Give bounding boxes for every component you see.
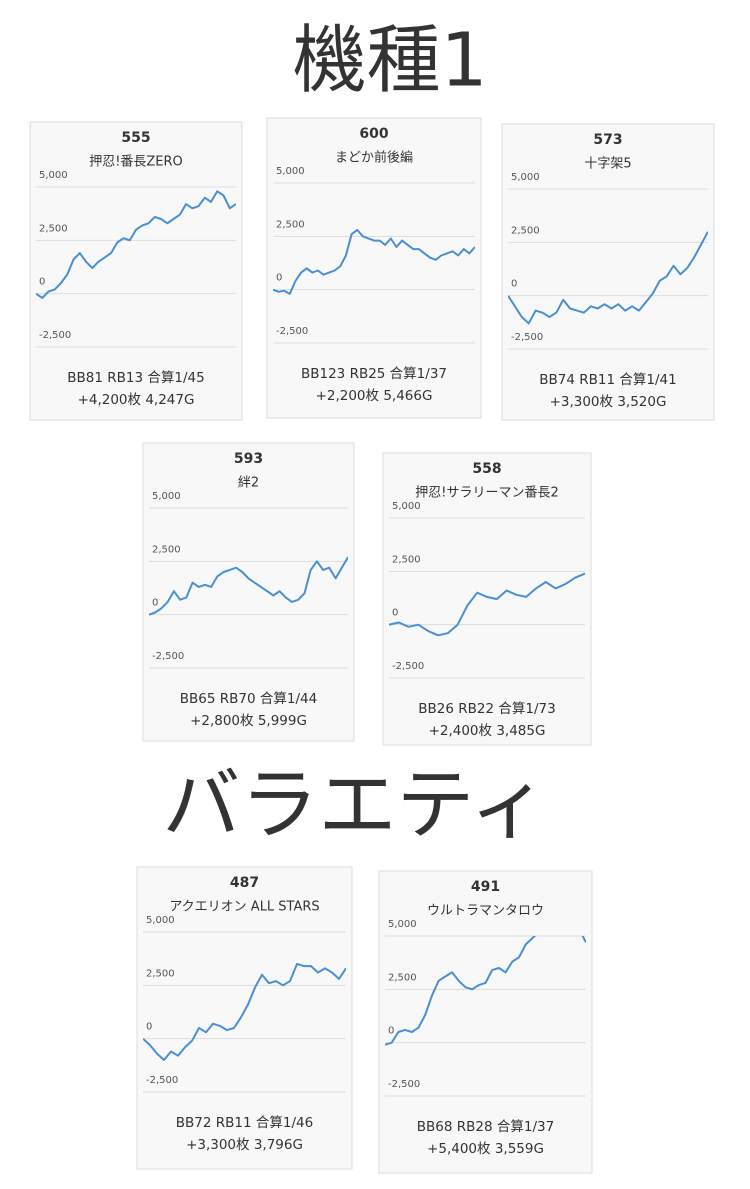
- chart-card: 555 押忍!番長ZERO 5,000 2,500 0 -2,500 BB81 RB13 合…: [29, 121, 243, 421]
- y-tick-label: -2,500: [392, 661, 424, 672]
- chart-card: 593 絆2 5,000 2,500 0 -2,500 BB65 RB70 合算1/44 +2…: [142, 442, 355, 742]
- y-tick-label: 0: [392, 608, 398, 619]
- data-line: [385, 936, 586, 1046]
- y-tick-label: -2,500: [511, 332, 543, 343]
- y-tick-label: 5,000: [511, 172, 540, 183]
- chart-subtitle: 押忍!サラリーマン番長2: [415, 486, 558, 501]
- chart-annotation: BB72 RB11 合算1/46: [176, 1115, 313, 1131]
- chart-annotation: +2,400枚 3,485G: [429, 723, 546, 739]
- y-tick-label: 2,500: [276, 219, 305, 230]
- chart-annotation: BB74 RB11 合算1/41: [539, 372, 676, 388]
- chart-annotation: +3,300枚 3,520G: [550, 394, 667, 410]
- chart-subtitle: 十字架5: [584, 157, 631, 172]
- y-tick-label: 2,500: [392, 554, 421, 565]
- data-line: [389, 572, 585, 637]
- chart-title: 600: [359, 126, 388, 142]
- chart-annotation: BB26 RB22 合算1/73: [418, 701, 555, 717]
- y-tick-label: -2,500: [146, 1075, 178, 1086]
- y-tick-label: 2,500: [146, 968, 175, 979]
- chart-annotation: +4,200枚 4,247G: [78, 392, 195, 408]
- y-tick-label: 0: [388, 1026, 394, 1037]
- chart-title: 491: [471, 879, 500, 895]
- chart-annotation: +2,800枚 5,999G: [190, 713, 307, 729]
- y-tick-label: 0: [39, 277, 45, 288]
- y-tick-label: 5,000: [392, 501, 421, 512]
- y-tick-label: -2,500: [276, 326, 308, 337]
- card-background: [266, 117, 482, 419]
- chart-annotation: +5,400枚 3,559G: [427, 1141, 544, 1157]
- chart-title: 487: [230, 875, 259, 891]
- data-line: [36, 190, 236, 299]
- y-tick-label: 5,000: [152, 491, 181, 502]
- chart-annotation: BB123 RB25 合算1/37: [301, 366, 447, 382]
- y-tick-label: 0: [152, 598, 158, 609]
- chart-title: 573: [593, 132, 622, 148]
- chart-subtitle: 押忍!番長ZERO: [89, 155, 183, 170]
- chart-annotation: BB68 RB28 合算1/37: [417, 1119, 554, 1135]
- y-tick-label: 5,000: [388, 919, 417, 930]
- card-background: [29, 121, 243, 421]
- y-tick-label: 5,000: [39, 170, 68, 181]
- chart-title: 558: [472, 461, 501, 477]
- chart-card: 600 まどか前後編 5,000 2,500 0 -2,500 BB123 RB25 合算1…: [266, 117, 482, 419]
- y-tick-label: -2,500: [39, 330, 71, 341]
- y-tick-label: 0: [146, 1022, 152, 1033]
- y-tick-label: -2,500: [388, 1079, 420, 1090]
- chart-subtitle: 絆2: [238, 476, 259, 491]
- data-line: [143, 963, 346, 1061]
- data-line: [508, 231, 708, 325]
- card-background: [142, 442, 355, 742]
- chart-card: 491 ウルトラマンタロウ 5,000 2,500 0 -2,500 BB68 RB28 合…: [378, 870, 593, 1174]
- y-tick-label: 5,000: [146, 915, 175, 926]
- y-tick-label: 5,000: [276, 166, 305, 177]
- y-tick-label: 2,500: [152, 544, 181, 555]
- chart-subtitle: まどか前後編: [335, 150, 413, 166]
- card-background: [382, 452, 592, 746]
- chart-subtitle: ウルトラマンタロウ: [427, 904, 544, 919]
- card-background: [136, 866, 353, 1170]
- y-tick-label: 2,500: [388, 972, 417, 983]
- chart-annotation: +3,300枚 3,796G: [186, 1137, 303, 1153]
- data-line: [273, 228, 475, 295]
- y-tick-label: 2,500: [511, 225, 540, 236]
- chart-annotation: BB65 RB70 合算1/44: [180, 691, 317, 707]
- y-tick-label: 0: [511, 279, 517, 290]
- section-heading: バラエティ: [162, 760, 547, 850]
- chart-title: 593: [234, 451, 263, 467]
- section-heading: 機種1: [292, 18, 487, 104]
- chart-subtitle: アクエリオン ALL STARS: [169, 900, 319, 915]
- chart-title: 555: [121, 130, 150, 146]
- chart-annotation: BB81 RB13 合算1/45: [67, 370, 204, 386]
- data-line: [149, 556, 348, 616]
- chart-card: 573 十字架5 5,000 2,500 0 -2,500 BB74 RB11 合算1/41…: [501, 123, 715, 421]
- y-tick-label: -2,500: [152, 651, 184, 662]
- chart-annotation: +2,200枚 5,466G: [316, 388, 433, 404]
- card-background: [378, 870, 593, 1174]
- y-tick-label: 2,500: [39, 223, 68, 234]
- y-tick-label: 0: [276, 273, 282, 284]
